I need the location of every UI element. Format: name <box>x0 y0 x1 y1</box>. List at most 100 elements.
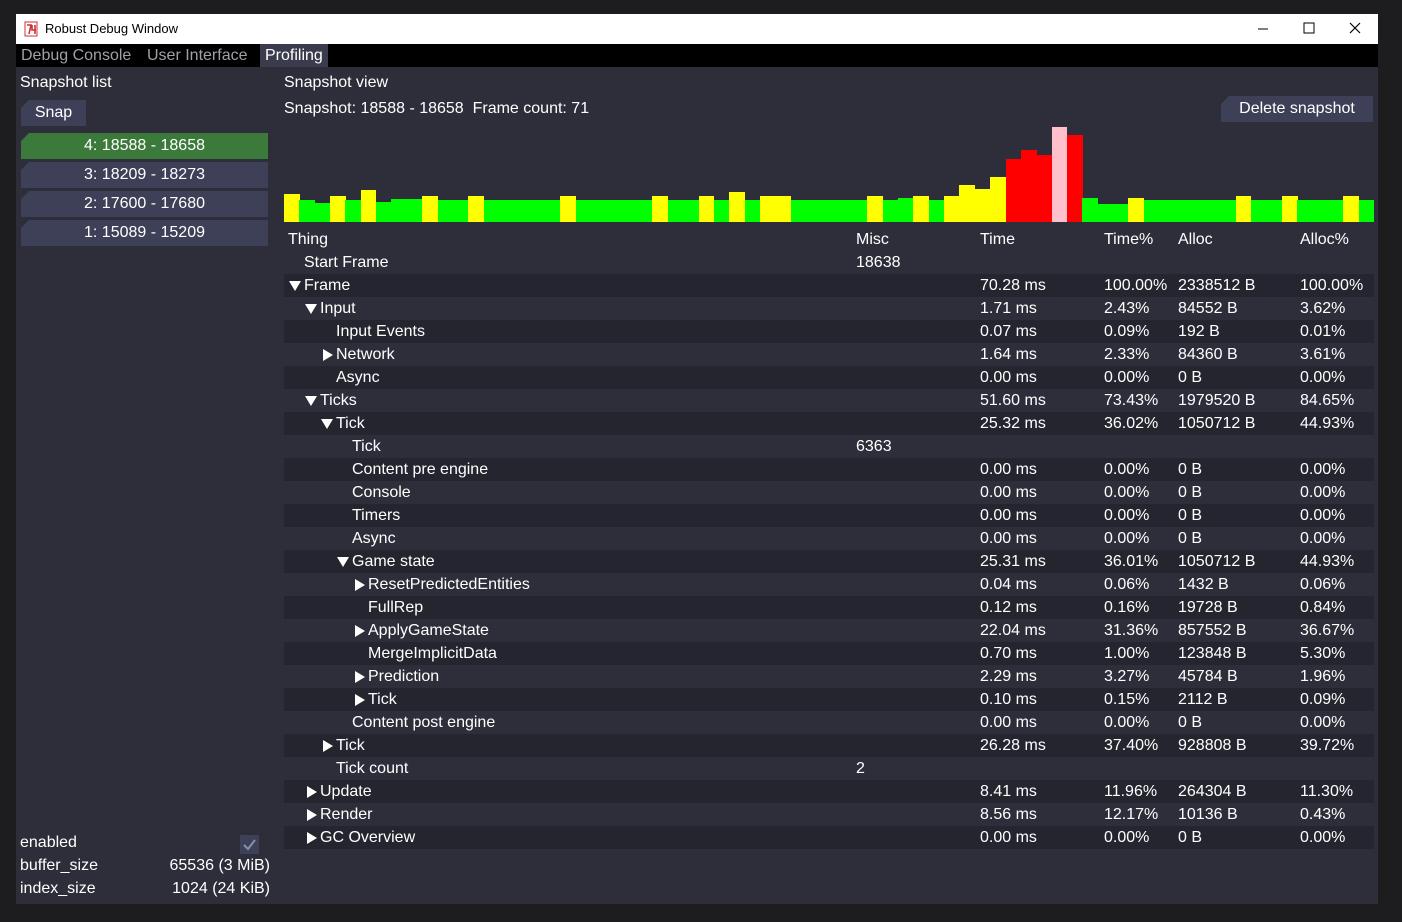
frame-bar[interactable] <box>468 196 484 222</box>
frame-bar[interactable] <box>606 200 623 222</box>
frame-bar[interactable] <box>652 196 669 222</box>
frame-bar[interactable] <box>1220 200 1237 222</box>
frame-bar[interactable] <box>836 200 853 222</box>
frame-bar[interactable] <box>345 200 362 222</box>
frame-bar[interactable] <box>667 200 684 222</box>
tab[interactable]: Debug Console <box>21 47 132 64</box>
snapshot-item[interactable]: 2: 17600 - 17680 <box>21 191 268 217</box>
frame-bar[interactable] <box>959 185 976 222</box>
frame-bar[interactable] <box>790 200 807 222</box>
frame-bar[interactable] <box>944 196 960 222</box>
expander[interactable] <box>304 297 320 320</box>
expander[interactable] <box>320 412 336 435</box>
frame-bar[interactable] <box>452 200 469 222</box>
frame-bar[interactable] <box>775 196 791 222</box>
frame-bar[interactable] <box>990 177 1006 222</box>
checkbox[interactable] <box>240 835 259 854</box>
frame-bar[interactable] <box>852 200 868 222</box>
column-header: Time% <box>1104 231 1154 248</box>
frame-bar[interactable] <box>821 200 837 222</box>
tab[interactable]: Profiling <box>260 44 328 67</box>
frame-bar[interactable] <box>1159 200 1175 222</box>
frame-bar[interactable] <box>1189 200 1206 222</box>
frame-bar[interactable] <box>1358 200 1375 222</box>
frame-bar[interactable] <box>698 196 715 222</box>
expander[interactable] <box>320 734 336 757</box>
frame-bar[interactable] <box>1020 150 1037 222</box>
frame-bar[interactable] <box>544 200 561 222</box>
frame-bar[interactable] <box>759 196 776 222</box>
expander[interactable] <box>336 550 352 573</box>
frame-bar[interactable] <box>1128 198 1144 222</box>
frame-bar[interactable] <box>621 200 638 222</box>
frame-bar[interactable] <box>1066 135 1083 222</box>
frame-bar[interactable] <box>406 199 423 222</box>
time-pct-cell: 36.01% <box>1104 553 1159 570</box>
frame-bar[interactable] <box>913 196 930 222</box>
frame-bar[interactable] <box>1143 200 1160 222</box>
frame-bar[interactable] <box>1097 204 1114 222</box>
frame-bar[interactable] <box>376 202 392 222</box>
frame-bar[interactable] <box>514 200 530 222</box>
frame-bar[interactable] <box>1036 155 1052 222</box>
frame-bar[interactable] <box>1312 200 1329 222</box>
frame-bar[interactable] <box>974 189 991 222</box>
expander[interactable] <box>352 619 368 642</box>
frame-bar[interactable] <box>1266 200 1283 222</box>
frame-bar[interactable] <box>1113 204 1129 222</box>
frame-bar[interactable] <box>391 199 408 222</box>
frame-bar[interactable] <box>330 196 346 222</box>
expander[interactable] <box>352 665 368 688</box>
frame-bar[interactable] <box>483 200 500 222</box>
frame-bar[interactable] <box>637 200 653 222</box>
alloc-pct-cell: 0.01% <box>1300 323 1346 340</box>
snap-button[interactable]: Snap <box>21 100 86 126</box>
close-button[interactable] <box>1349 22 1361 34</box>
frame-bar[interactable] <box>1005 159 1022 222</box>
frame-bar[interactable] <box>284 194 300 222</box>
frame-bar[interactable] <box>437 200 454 222</box>
expander[interactable] <box>304 803 320 826</box>
frame-bar[interactable] <box>867 196 884 222</box>
frame-bar[interactable] <box>713 200 730 222</box>
frame-bar[interactable] <box>729 192 745 222</box>
frame-bar[interactable] <box>591 200 607 222</box>
delete-button[interactable]: Delete snapshot <box>1221 96 1373 122</box>
expander[interactable] <box>288 274 304 297</box>
frame-bar[interactable] <box>882 200 899 222</box>
frame-bar[interactable] <box>360 190 377 222</box>
expander[interactable] <box>304 780 320 803</box>
frame-bar[interactable] <box>1343 196 1359 222</box>
frame-bar[interactable] <box>1082 198 1098 222</box>
frame-bar[interactable] <box>560 196 576 222</box>
expander[interactable] <box>352 688 368 711</box>
frame-bar[interactable] <box>1251 200 1267 222</box>
frame-bar[interactable] <box>299 200 315 222</box>
frame-bar[interactable] <box>529 200 546 222</box>
tab[interactable]: User Interface <box>147 47 248 64</box>
frame-bar[interactable] <box>1051 127 1068 222</box>
frame-bar[interactable] <box>744 200 761 222</box>
snapshot-item[interactable]: 1: 15089 - 15209 <box>21 220 268 246</box>
frame-bar[interactable] <box>1297 200 1313 222</box>
frame-bar[interactable] <box>422 196 438 222</box>
maximize-button[interactable] <box>1303 22 1315 34</box>
expander[interactable] <box>304 826 320 849</box>
expander[interactable] <box>352 573 368 596</box>
expander[interactable] <box>304 389 320 412</box>
expander[interactable] <box>320 343 336 366</box>
frame-bar[interactable] <box>898 198 914 222</box>
frame-bar[interactable] <box>928 200 945 222</box>
frame-bar[interactable] <box>1235 196 1252 222</box>
frame-bar[interactable] <box>1281 196 1298 222</box>
frame-bar[interactable] <box>1174 200 1191 222</box>
frame-bar[interactable] <box>1205 200 1221 222</box>
frame-bar[interactable] <box>805 200 822 222</box>
snapshot-item[interactable]: 4: 18588 - 18658 <box>21 133 268 159</box>
frame-bar[interactable] <box>575 200 592 222</box>
frame-bar[interactable] <box>683 200 699 222</box>
frame-bar[interactable] <box>314 203 331 222</box>
frame-bar[interactable] <box>1327 200 1344 222</box>
snapshot-item[interactable]: 3: 18209 - 18273 <box>21 162 268 188</box>
frame-bar[interactable] <box>498 200 515 222</box>
